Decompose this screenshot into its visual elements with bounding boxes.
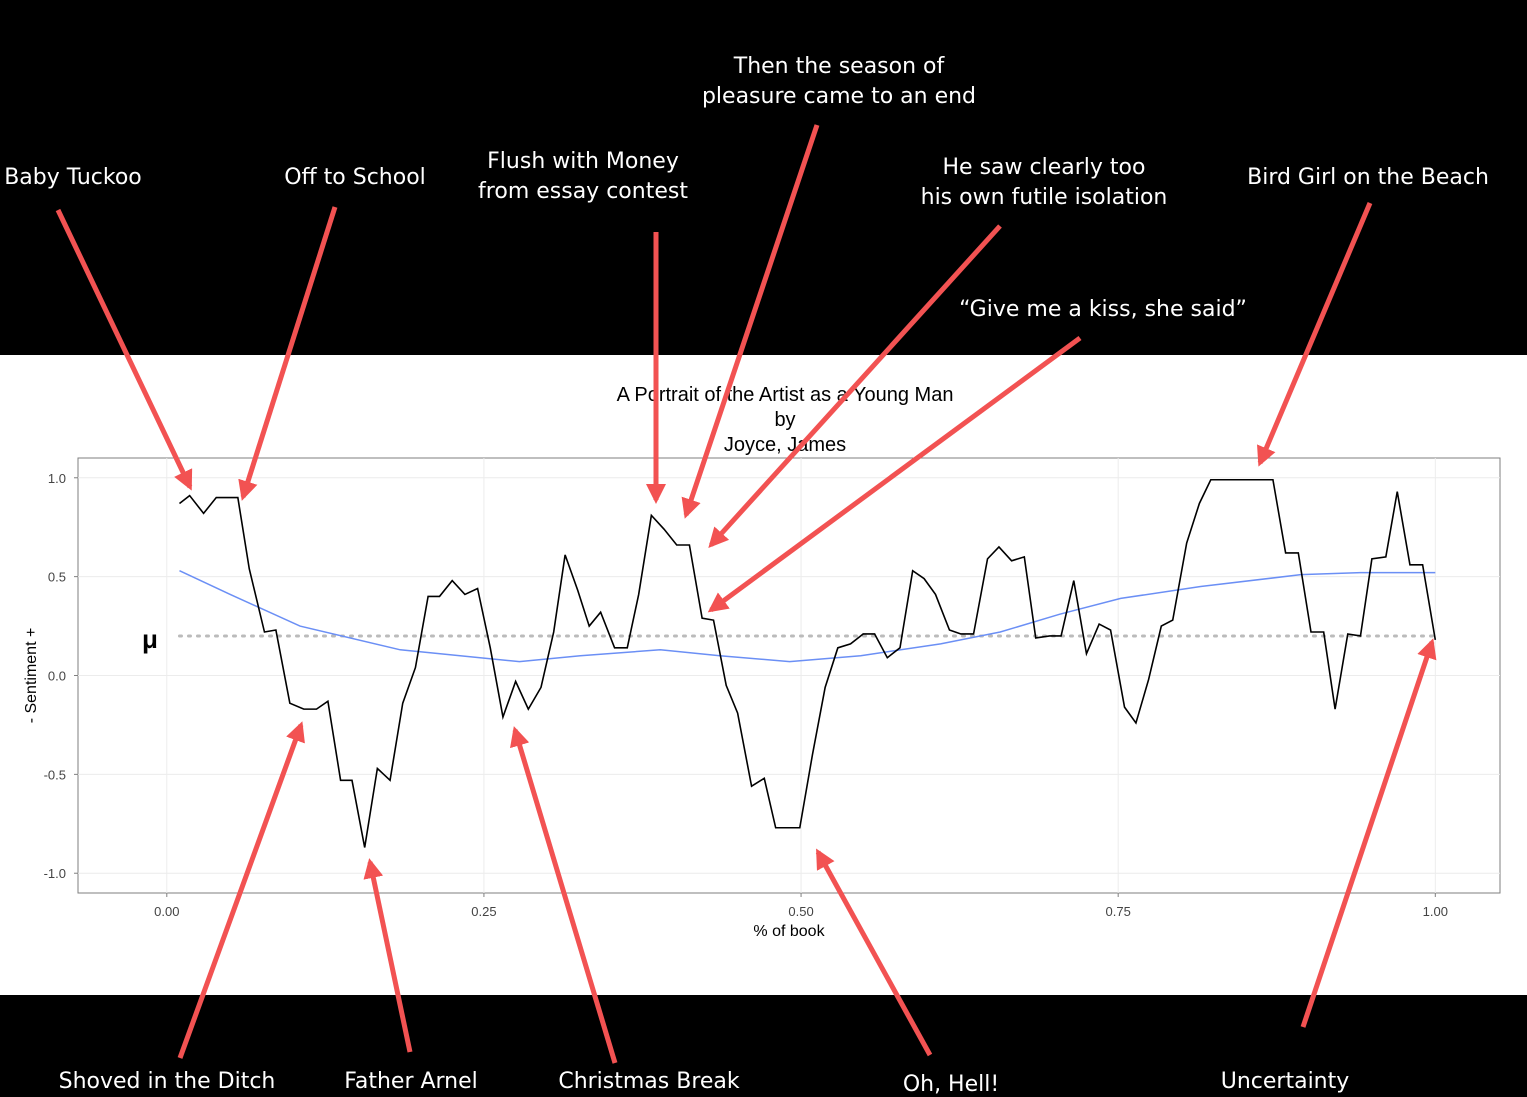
annotation-arrow (510, 726, 618, 1064)
annotation-arrow (1300, 638, 1437, 1028)
x-tick-label: 0.75 (1106, 904, 1131, 919)
annotation-arrow (815, 848, 933, 1057)
line (178, 478, 1437, 848)
annotation: Baby Tuckoo (4, 165, 142, 190)
annotation-arrow (363, 858, 413, 1053)
annotation: Flush with Money (487, 149, 679, 174)
y-tick-label: -1.0 (44, 866, 66, 881)
annotation: from essay contest (478, 179, 688, 204)
mean-label: μ (142, 624, 158, 654)
line (179, 570, 1436, 663)
annotation-arrow (1257, 202, 1373, 467)
annotation-arrow (707, 335, 1082, 613)
x-tick-label: 0.25 (471, 904, 496, 919)
x-tick-label: 0.50 (788, 904, 813, 919)
y-tick-label: 0.5 (48, 570, 66, 585)
x-tick-label: 1.00 (1423, 904, 1448, 919)
y-axis-label: - Sentiment + (23, 628, 40, 724)
annotation-arrow (238, 206, 338, 501)
chart-title: A Portrait of the Artist as a Young Man (617, 384, 954, 406)
annotation-arrow (708, 224, 1002, 548)
annotation: Uncertainty (1221, 1069, 1350, 1094)
x-tick-label: 0.00 (154, 904, 179, 919)
x-axis-label: % of book (753, 923, 825, 940)
annotation-arrow (55, 208, 193, 491)
annotation: Father Arnel (344, 1069, 478, 1094)
chart-title: by (774, 409, 795, 431)
y-tick-label: 1.0 (48, 471, 66, 486)
annotation: his own futile isolation (921, 185, 1168, 210)
annotation: Bird Girl on the Beach (1247, 165, 1489, 190)
annotation: Off to School (284, 165, 426, 190)
annotation: Shoved in the Ditch (59, 1069, 276, 1094)
annotation: Christmas Break (558, 1069, 740, 1094)
annotation: pleasure came to an end (702, 84, 976, 109)
annotation: He saw clearly too (943, 155, 1146, 180)
annotation-arrow (177, 721, 305, 1059)
annotation: Oh, Hell! (903, 1072, 999, 1097)
annotation: “Give me a kiss, she said” (959, 297, 1247, 322)
y-tick-label: 0.0 (48, 669, 66, 684)
annotation-arrow (681, 124, 820, 519)
annotation: Then the season of (733, 54, 946, 79)
chart-title: Joyce, James (724, 434, 846, 456)
y-tick-label: -0.5 (44, 767, 66, 782)
